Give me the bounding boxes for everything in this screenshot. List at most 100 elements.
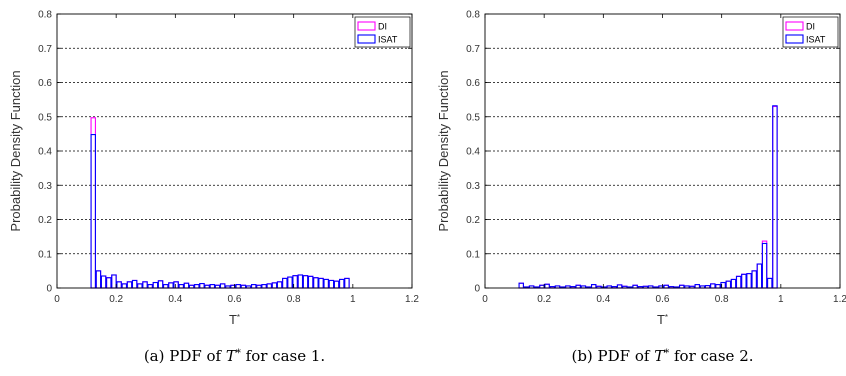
legend-swatch-di bbox=[357, 21, 376, 31]
figure-caption: (b) PDF of T* for case 2. bbox=[571, 347, 753, 365]
bar-isat bbox=[616, 284, 623, 289]
bar-isat bbox=[323, 278, 329, 289]
x-tick-label: 0.2 bbox=[537, 294, 551, 305]
bar-isat bbox=[767, 277, 773, 289]
bar-isat bbox=[235, 284, 241, 289]
y-tick-label: 0.6 bbox=[38, 78, 52, 89]
bar-isat bbox=[106, 277, 112, 289]
bar-isat bbox=[761, 242, 768, 289]
y-axis-label: Probability Density Function bbox=[436, 70, 451, 231]
bar-isat bbox=[250, 284, 257, 289]
bar-di bbox=[183, 282, 190, 289]
x-tick-label: 1 bbox=[350, 294, 356, 305]
bar-isat bbox=[209, 284, 216, 289]
x-axis-label: T* bbox=[657, 312, 668, 327]
x-tick-label: 0.6 bbox=[228, 294, 242, 305]
y-tick-label: 0.1 bbox=[38, 249, 52, 260]
bar-di bbox=[199, 282, 205, 289]
bar-isat bbox=[282, 277, 288, 289]
bar-isat bbox=[126, 281, 133, 289]
legend-swatch-isat bbox=[785, 34, 804, 44]
bar-di bbox=[751, 270, 757, 289]
bar-di bbox=[152, 281, 159, 289]
bar-di bbox=[302, 275, 309, 289]
bar-isat bbox=[111, 274, 117, 289]
y-tick-label: 0.8 bbox=[466, 10, 480, 21]
bar-di bbox=[730, 278, 737, 289]
bar-di bbox=[741, 273, 747, 289]
x-tick-label: 0 bbox=[54, 294, 60, 305]
bar-di bbox=[95, 270, 102, 289]
x-tick-label: 0.2 bbox=[109, 294, 123, 305]
bar-isat bbox=[339, 278, 345, 289]
bar-isat bbox=[287, 276, 293, 289]
bar-isat bbox=[307, 275, 314, 289]
bar-di bbox=[710, 283, 716, 289]
y-tick-label: 0.5 bbox=[466, 112, 480, 123]
x-axis-label: T* bbox=[229, 312, 240, 327]
legend-label-isat: ISAT bbox=[806, 35, 826, 45]
y-tick-label: 0.7 bbox=[466, 44, 480, 55]
bar-di bbox=[772, 105, 778, 289]
bar-di bbox=[287, 276, 293, 289]
bar-di bbox=[276, 281, 283, 289]
bar-isat bbox=[95, 270, 102, 289]
bar-di bbox=[761, 240, 768, 289]
y-tick-label: 0 bbox=[46, 284, 52, 295]
bar-isat bbox=[261, 284, 267, 289]
bar-isat bbox=[147, 284, 153, 289]
bar-isat bbox=[121, 283, 128, 289]
bar-di bbox=[271, 282, 278, 289]
bar-di bbox=[168, 282, 174, 289]
y-tick-label: 0 bbox=[474, 284, 480, 295]
bar-isat bbox=[142, 281, 148, 289]
bar-isat bbox=[178, 284, 184, 289]
legend-swatch-isat bbox=[357, 34, 376, 44]
bar-isat bbox=[100, 275, 107, 289]
bar-di bbox=[344, 277, 350, 289]
x-tick-label: 1.2 bbox=[833, 294, 846, 305]
bar-isat bbox=[219, 283, 226, 289]
legend-label-isat: ISAT bbox=[378, 35, 398, 45]
x-tick-label: 0.4 bbox=[168, 294, 182, 305]
y-tick-label: 0.6 bbox=[466, 78, 480, 89]
bar-isat bbox=[137, 283, 143, 289]
bar-di bbox=[157, 280, 164, 289]
bar-di bbox=[313, 277, 319, 289]
y-tick-label: 0.1 bbox=[466, 249, 480, 260]
bar-di bbox=[323, 278, 329, 289]
legend-swatch-di bbox=[785, 21, 804, 31]
bar-isat bbox=[518, 282, 524, 289]
bar-di bbox=[307, 275, 314, 289]
bar-isat bbox=[173, 281, 179, 289]
bar-isat bbox=[194, 284, 200, 289]
bar-isat bbox=[751, 270, 757, 289]
bar-isat bbox=[271, 282, 278, 289]
bar-isat bbox=[756, 263, 763, 289]
chart-panel-b: 0 0.2 0.4 0.6 0.8 1 1.2 0 0.1 0.2 0.3 0.4 0.5 0.6 0.7 0… bbox=[436, 10, 846, 366]
x-tick-label: 0 bbox=[482, 294, 488, 305]
x-tick-label: 0.4 bbox=[596, 294, 610, 305]
y-tick-label: 0.3 bbox=[466, 181, 480, 192]
bar-di bbox=[282, 277, 288, 289]
y-tick-label: 0.8 bbox=[38, 10, 52, 21]
bar-isat bbox=[694, 284, 700, 289]
bar-isat bbox=[710, 283, 716, 289]
bar-di bbox=[137, 283, 143, 289]
bar-di bbox=[106, 277, 112, 289]
bar-di bbox=[339, 278, 345, 289]
bar-di bbox=[111, 274, 117, 289]
bar-di bbox=[126, 281, 133, 289]
bar-isat bbox=[318, 277, 324, 289]
legend: DI ISAT bbox=[782, 16, 839, 48]
x-tick-label: 1 bbox=[778, 294, 784, 305]
x-tick-label: 0.6 bbox=[656, 294, 670, 305]
bar-isat bbox=[741, 273, 747, 289]
bar-isat bbox=[313, 277, 319, 289]
bar-isat bbox=[772, 105, 778, 289]
bar-isat bbox=[162, 284, 169, 289]
bar-isat bbox=[302, 275, 309, 289]
y-tick-label: 0.5 bbox=[38, 112, 52, 123]
y-tick-label: 0.3 bbox=[38, 181, 52, 192]
figure-caption: (a) PDF of T* for case 1. bbox=[144, 347, 325, 365]
